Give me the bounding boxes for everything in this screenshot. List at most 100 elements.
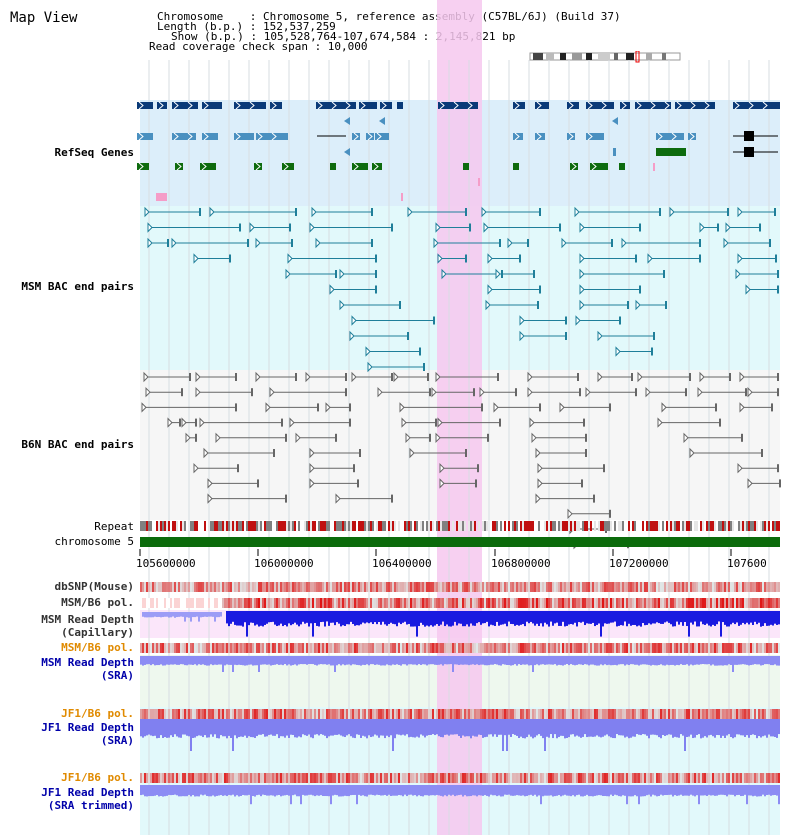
depth-bar-msm-sra — [658, 656, 660, 666]
pol-cell — [416, 598, 418, 608]
pol-cell — [728, 773, 730, 783]
repeat-element — [686, 521, 688, 531]
pol-cell — [236, 598, 238, 608]
depth-bar-msm-sra — [574, 656, 576, 666]
depth-bar-capillary — [210, 612, 212, 617]
pol-cell — [522, 643, 524, 653]
depth-bar-msm-sra — [548, 656, 550, 665]
pol-cell — [616, 598, 618, 608]
dbsnp-cell — [586, 582, 588, 592]
depth-bar-capillary — [272, 611, 274, 622]
depth-bar-jf1-trimmed — [566, 785, 568, 796]
depth-bar-jf1-sra — [490, 719, 492, 735]
dbsnp-cell — [508, 582, 510, 592]
pol-cell — [304, 773, 306, 783]
pol-cell — [664, 643, 666, 653]
pol-cell — [384, 598, 386, 608]
pol-cell — [316, 709, 318, 719]
pol-cell — [252, 773, 254, 783]
depth-bar-capillary — [218, 612, 220, 618]
selection-highlight[interactable] — [437, 0, 482, 835]
pol-cell — [538, 709, 540, 719]
pol-cell — [772, 598, 774, 608]
b6n-bac-label[interactable]: B6N BAC end pairs — [21, 438, 134, 451]
pol-cell — [264, 773, 266, 783]
pol-cell — [520, 709, 522, 719]
depth-bar-msm-sra — [690, 656, 692, 665]
dbsnp-cell — [170, 582, 172, 592]
pol-cell — [186, 709, 188, 719]
msm-bac-pair-end — [481, 206, 487, 218]
repeat-element — [778, 521, 780, 531]
pol-cell — [772, 773, 774, 783]
pol-cell — [694, 709, 696, 719]
pol-cell — [328, 773, 330, 783]
depth-bar-msm-sra — [772, 656, 774, 666]
repeat-element — [672, 521, 674, 531]
pol-cell — [340, 643, 342, 653]
pol-cell — [524, 598, 526, 608]
pol-cell — [324, 598, 326, 608]
depth-bar-capillary — [536, 611, 538, 624]
depth-bar-capillary — [374, 611, 376, 623]
depth-bar-jf1-sra — [604, 719, 606, 736]
gene-arrow — [762, 101, 768, 110]
dbsnp-label: dbSNP(Mouse) — [54, 580, 134, 593]
msm-depth-sra-label1: MSM Read Depth — [41, 656, 134, 669]
repeat-element — [160, 521, 162, 531]
pol-cell — [724, 773, 726, 783]
dbsnp-cell — [150, 582, 152, 592]
gene-feature — [359, 102, 377, 109]
depth-bar-capillary — [614, 611, 616, 622]
depth-bar-jf1-trimmed — [274, 785, 276, 797]
depth-bar-jf1-trimmed — [680, 785, 682, 795]
pol-cell — [562, 643, 564, 653]
pol-cell — [240, 773, 242, 783]
depth-bar-jf1-sra — [278, 719, 280, 739]
depth-bar-capillary — [258, 611, 260, 627]
depth-bar-jf1-sra — [594, 719, 596, 737]
gene-arrow — [271, 132, 277, 141]
pol-cell — [336, 598, 338, 608]
pol-cell — [606, 598, 608, 608]
msm-bac-label[interactable]: MSM BAC end pairs — [21, 280, 134, 293]
dbsnp-cell — [282, 582, 284, 592]
depth-bar-jf1-trimmed — [464, 785, 466, 796]
repeat-element — [234, 521, 236, 531]
pol-cell — [714, 643, 716, 653]
depth-bar-jf1-sra — [582, 719, 584, 737]
pol-cell — [644, 643, 646, 653]
depth-bar-capillary — [332, 611, 334, 623]
depth-bar-jf1-trimmed — [564, 785, 566, 795]
b6n-bac-pair-end — [199, 417, 205, 428]
depth-bar-jf1-trimmed — [264, 785, 266, 796]
chromosome-ideogram[interactable] — [528, 51, 684, 63]
pol-cell — [242, 598, 244, 608]
depth-bar-capillary — [542, 611, 544, 627]
dbsnp-cell — [412, 582, 414, 592]
depth-bar-jf1-sra — [720, 719, 722, 738]
depth-bar-jf1-sra — [526, 719, 528, 738]
b6n-bac-pair-end — [215, 432, 221, 444]
pol-cell — [520, 643, 522, 653]
depth-bar-capillary — [256, 611, 258, 625]
msm-bac-pair-end — [433, 237, 439, 249]
depth-bar-capillary — [636, 611, 638, 627]
dbsnp-cell — [362, 582, 364, 592]
gene-arrow — [138, 101, 144, 110]
refseq-genes-label[interactable]: RefSeq Genes — [54, 146, 134, 159]
repeat-element — [614, 521, 616, 531]
pol-cell — [712, 643, 714, 653]
pol-cell — [168, 709, 170, 719]
depth-bar-jf1-trimmed — [670, 785, 672, 795]
pol-cell — [344, 598, 346, 608]
pol-cell — [696, 709, 698, 719]
depth-bar-jf1-trimmed — [308, 785, 310, 795]
pol-cell — [182, 709, 184, 719]
pol-cell — [636, 709, 638, 719]
depth-bar-capillary — [334, 611, 336, 626]
depth-bar-jf1-sra — [552, 719, 554, 739]
depth-bar-capillary — [580, 611, 582, 623]
dbsnp-cell — [268, 582, 270, 592]
